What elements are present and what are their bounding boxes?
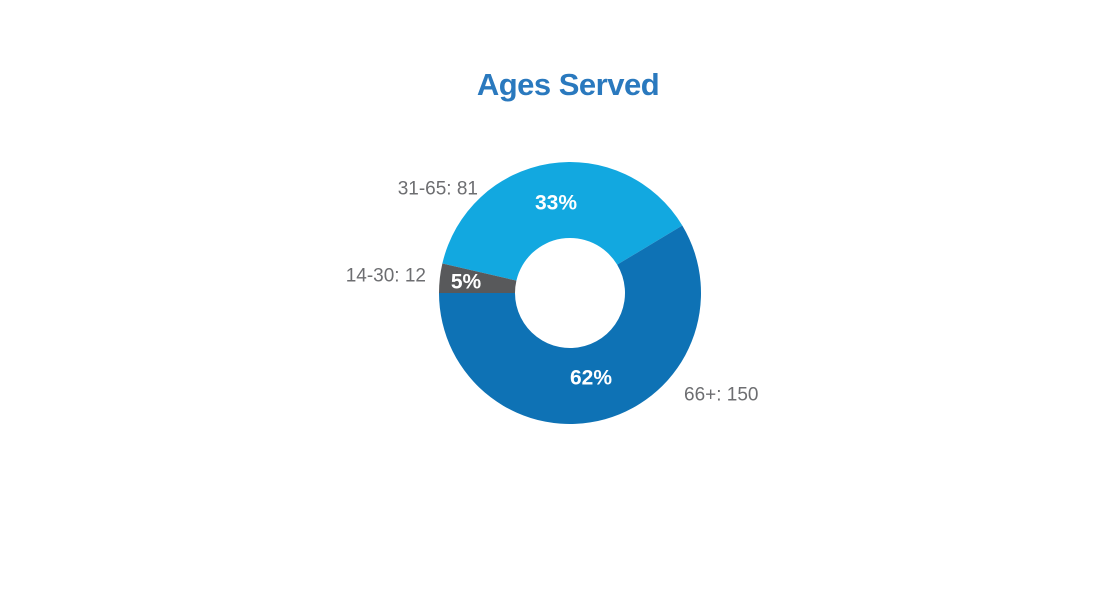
pie-slice-66plus [438, 225, 701, 424]
callout-label-31-65: 31-65: 81 [398, 179, 478, 200]
callout-label-66plus: 66+: 150 [684, 385, 759, 406]
pie-slice-31-65 [442, 162, 683, 281]
percent-label-31-65: 33% [535, 192, 577, 215]
percent-label-66plus: 62% [570, 367, 612, 390]
donut-slices [438, 162, 701, 424]
percent-label-14-30: 5% [451, 271, 482, 294]
donut-labels: 33% 31-65: 81 62% 66+: 150 5% 14-30: 12 [346, 179, 759, 406]
chart-title: Ages Served [477, 67, 659, 102]
pie-slice-14-30 [439, 263, 517, 293]
callout-label-14-30: 14-30: 12 [346, 266, 426, 287]
